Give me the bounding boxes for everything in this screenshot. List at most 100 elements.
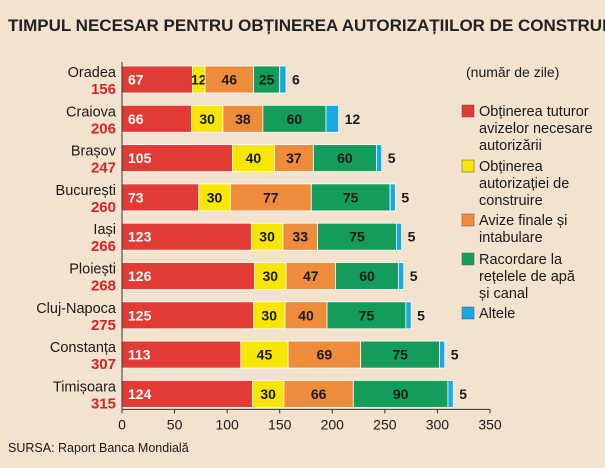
segment-value-label: 25 (259, 72, 275, 88)
legend-label: construire (479, 193, 543, 209)
segment-value-label: 37 (286, 150, 302, 166)
legend-label: Altele (479, 306, 515, 322)
bar-segment (254, 262, 287, 290)
segment-value-label: 69 (317, 347, 333, 363)
bar-segment (121, 183, 200, 212)
segment-value-label: 5 (459, 386, 467, 402)
bar-segment (121, 104, 192, 133)
segment-value-label: 5 (417, 307, 425, 323)
bar-segment (396, 222, 403, 251)
segment-value-label: 12 (191, 72, 207, 88)
segment-value-label: 75 (349, 229, 365, 245)
x-tick-label: 100 (215, 416, 239, 432)
category-label: București (56, 183, 116, 199)
bar-segment (360, 340, 440, 369)
segment-value-label: 30 (199, 111, 215, 127)
category-label: Oradea (68, 65, 117, 81)
segment-value-label: 46 (221, 72, 237, 88)
bar-segment (274, 144, 314, 173)
category-total: 156 (91, 81, 116, 98)
legend-label: Racordare la (479, 252, 563, 268)
segment-value-label: 40 (298, 307, 314, 323)
segment-value-label: 5 (408, 229, 416, 245)
segment-value-label: 30 (260, 386, 276, 402)
bar-segment (439, 340, 446, 369)
legend-label: și canal (479, 286, 528, 302)
bar-segment (121, 301, 254, 330)
legend-swatch (461, 252, 475, 266)
x-axis: 0 50 100 150 200 250 300 350 (118, 62, 502, 432)
bar-segment (352, 379, 449, 408)
category-label: Timișoara (53, 379, 117, 395)
bar-segment (231, 144, 275, 173)
segment-value-label: 75 (392, 347, 408, 363)
legend-label: avizelor necesare (479, 121, 593, 137)
category-label: Iași (93, 222, 116, 238)
segment-value-label: 5 (451, 347, 459, 363)
legend-swatch (461, 306, 475, 320)
segment-value-label: 125 (128, 307, 152, 323)
segment-value-label: 5 (401, 189, 409, 205)
x-tick-label: 0 (118, 416, 126, 432)
segment-value-label: 66 (311, 386, 327, 402)
bar-segment (310, 183, 391, 212)
segment-value-label: 5 (388, 150, 396, 166)
bar-segment (284, 301, 328, 330)
category-total: 307 (91, 356, 116, 373)
segment-value-label: 30 (261, 307, 277, 323)
category-total: 206 (91, 120, 116, 137)
bar-segment (279, 65, 287, 94)
legend-label: Avize finale și (479, 213, 567, 229)
legend-label: Obținerea tuturor (479, 104, 589, 120)
bar-segment (198, 183, 231, 212)
bar-segment (285, 262, 336, 290)
segment-value-label: 126 (128, 268, 152, 284)
x-tick-label: 200 (321, 416, 345, 432)
segment-value-label: 12 (345, 111, 361, 127)
category-total: 247 (91, 160, 116, 177)
chart-title: TIMPUL NECESAR PENTRU OBȚINEREA AUTORIZA… (8, 16, 605, 35)
segment-value-label: 47 (303, 268, 319, 284)
segment-value-label: 73 (128, 189, 144, 205)
segment-value-label: 124 (128, 386, 152, 402)
segment-value-label: 60 (337, 150, 353, 166)
bar-segment (325, 104, 339, 133)
category-total: 266 (91, 238, 116, 255)
segment-value-label: 45 (257, 347, 273, 363)
category-label: Cluj-Napoca (36, 301, 117, 317)
segment-value-label: 105 (128, 150, 152, 166)
bar-segment (121, 222, 252, 251)
segment-value-label: 30 (262, 268, 278, 284)
segment-value-label: 60 (359, 268, 375, 284)
category-total: 315 (91, 395, 116, 412)
segment-value-label: 75 (359, 307, 375, 323)
bar-segment (389, 183, 396, 212)
bar-segment (121, 65, 193, 94)
bar-segment (398, 262, 405, 290)
bar-segment (253, 65, 281, 94)
bar-segment (222, 104, 264, 133)
bar-segment (376, 144, 383, 173)
segment-value-label: 60 (287, 111, 303, 127)
legend-label: Obținerea (479, 159, 544, 175)
bar-segment (253, 301, 286, 330)
legend-label: autorizației de (479, 176, 569, 192)
bar-segment (250, 222, 284, 251)
legend-swatch (461, 104, 475, 118)
category-label: Constanța (50, 340, 117, 356)
x-tick-label: 250 (373, 416, 397, 432)
segment-value-label: 30 (207, 189, 223, 205)
unit-label: (număr de zile) (466, 64, 559, 80)
bar-segment (317, 222, 397, 251)
bar-segment (287, 340, 362, 369)
source-note: SURSA: Raport Banca Mondială (8, 441, 189, 455)
segment-value-label: 90 (393, 386, 409, 402)
bar-segment (447, 379, 454, 408)
segment-value-label: 38 (235, 111, 251, 127)
bar-segment (335, 262, 399, 290)
legend-label: autorizării (479, 138, 542, 154)
category-total: 268 (91, 278, 116, 295)
